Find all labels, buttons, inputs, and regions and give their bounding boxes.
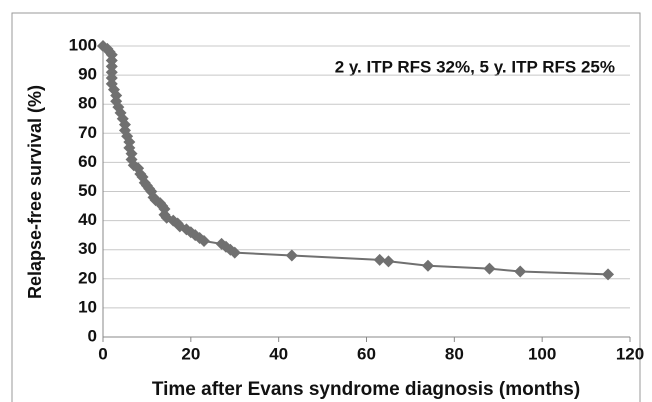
data-point — [514, 265, 527, 278]
x-tick-label: 40 — [269, 344, 288, 363]
data-point — [373, 253, 386, 266]
y-tick-label: 80 — [78, 94, 97, 113]
y-tick-label: 30 — [78, 239, 97, 258]
data-point — [198, 234, 211, 247]
x-tick-label: 0 — [98, 344, 107, 363]
chart-frame — [11, 12, 641, 402]
y-tick-label: 90 — [78, 65, 97, 84]
data-point — [382, 255, 395, 268]
x-tick-label: 20 — [181, 344, 200, 363]
y-tick-label: 10 — [78, 297, 97, 316]
annotation: 2 y. ITP RFS 32%, 5 y. ITP RFS 25% — [335, 57, 615, 76]
data-point — [421, 259, 434, 272]
x-tick-label: 80 — [445, 344, 464, 363]
y-tick-label: 100 — [69, 35, 97, 54]
x-axis-label: Time after Evans syndrome diagnosis (mon… — [152, 379, 580, 400]
data-point — [228, 246, 241, 259]
y-tick-label: 50 — [78, 181, 97, 200]
data-point — [602, 268, 615, 281]
y-tick-label: 20 — [78, 268, 97, 287]
y-tick-label: 60 — [78, 152, 97, 171]
x-tick-label: 60 — [357, 344, 376, 363]
x-tick-label: 120 — [616, 344, 644, 363]
y-axis-label: Relapse-free survival (%) — [25, 85, 45, 299]
y-tick-label: 70 — [78, 123, 97, 142]
data-point — [285, 249, 298, 262]
y-tick-label: 0 — [88, 326, 97, 345]
data-point — [483, 262, 496, 275]
data-line — [102, 45, 609, 276]
y-tick-label: 40 — [78, 210, 97, 229]
x-tick-label: 100 — [528, 344, 556, 363]
